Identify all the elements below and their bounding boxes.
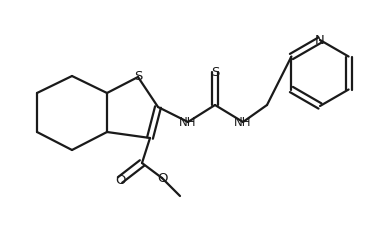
- Text: N: N: [315, 34, 325, 47]
- Text: S: S: [134, 71, 142, 83]
- Text: S: S: [211, 65, 219, 79]
- Text: NH: NH: [234, 116, 252, 129]
- Text: O: O: [157, 171, 167, 185]
- Text: O: O: [115, 174, 125, 186]
- Text: NH: NH: [179, 116, 197, 129]
